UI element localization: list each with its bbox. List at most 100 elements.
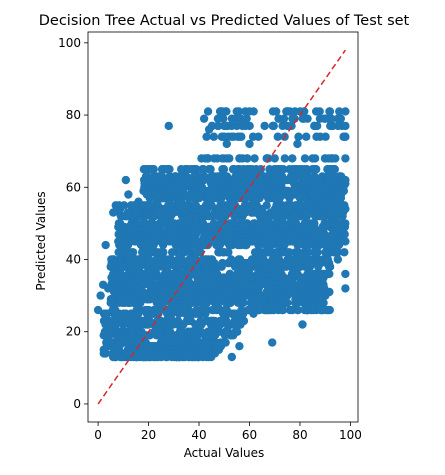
- data-point: [146, 341, 156, 351]
- data-point: [236, 114, 246, 123]
- data-point: [341, 269, 350, 279]
- data-point: [209, 154, 219, 163]
- data-point: [203, 201, 213, 210]
- data-point: [174, 175, 184, 185]
- data-point: [326, 219, 335, 228]
- data-points: [93, 107, 350, 362]
- data-point: [298, 114, 307, 123]
- data-point: [302, 255, 312, 264]
- data-point: [141, 352, 151, 362]
- data-point: [272, 201, 282, 210]
- data-point: [223, 248, 232, 257]
- data-point: [227, 132, 236, 141]
- data-point: [262, 201, 271, 210]
- data-point: [162, 291, 171, 300]
- data-point: [268, 338, 277, 347]
- data-point: [117, 327, 126, 336]
- data-point: [311, 107, 321, 116]
- data-point: [220, 172, 229, 181]
- data-point: [182, 316, 192, 326]
- data-point: [305, 201, 315, 210]
- data-point: [232, 121, 242, 131]
- data-point: [207, 316, 216, 326]
- data-point: [341, 237, 350, 246]
- data-point: [189, 172, 199, 181]
- data-point: [220, 121, 229, 131]
- data-point: [265, 237, 274, 246]
- data-point: [109, 255, 118, 264]
- data-point: [217, 291, 226, 300]
- x-tick-label: 40: [191, 428, 206, 442]
- data-point: [209, 132, 219, 141]
- data-point: [121, 273, 131, 282]
- data-point: [300, 154, 310, 163]
- data-point: [114, 309, 123, 318]
- data-point: [273, 219, 282, 228]
- data-point: [235, 341, 244, 351]
- data-point: [303, 248, 313, 257]
- data-point: [100, 327, 110, 336]
- data-point: [295, 107, 305, 116]
- data-point: [272, 165, 281, 174]
- data-point: [175, 255, 184, 264]
- data-point: [225, 154, 234, 163]
- data-point: [336, 222, 345, 232]
- data-point: [109, 269, 118, 279]
- data-point: [262, 248, 271, 257]
- data-point: [321, 248, 330, 257]
- data-point: [230, 175, 239, 185]
- data-point: [148, 165, 158, 174]
- data-point: [139, 338, 148, 347]
- data-point: [193, 338, 202, 347]
- data-point: [239, 165, 248, 174]
- data-point: [295, 165, 304, 174]
- data-point: [341, 284, 350, 293]
- data-point: [144, 269, 153, 279]
- data-point: [167, 316, 176, 326]
- data-point: [212, 345, 221, 354]
- data-point: [225, 237, 234, 246]
- data-point: [218, 316, 227, 326]
- data-point: [187, 291, 196, 300]
- data-point: [305, 237, 315, 246]
- data-point: [275, 175, 284, 185]
- data-point: [166, 255, 176, 264]
- data-point: [106, 298, 115, 308]
- data-point: [139, 219, 149, 228]
- data-point: [265, 172, 274, 181]
- data-point: [212, 269, 221, 279]
- data-point: [151, 352, 161, 362]
- data-point: [124, 255, 133, 264]
- data-point: [126, 237, 136, 246]
- data-point: [103, 284, 113, 293]
- data-point: [241, 121, 250, 131]
- data-point: [136, 327, 146, 336]
- data-point: [199, 237, 209, 246]
- data-point: [303, 298, 312, 308]
- data-point: [121, 175, 131, 185]
- data-point: [242, 291, 252, 300]
- data-point: [335, 107, 344, 116]
- data-point: [173, 316, 183, 326]
- y-tick-label: 20: [66, 325, 81, 339]
- data-point: [218, 154, 227, 163]
- data-point: [321, 240, 330, 250]
- data-point: [210, 338, 220, 347]
- data-point: [137, 255, 146, 264]
- data-point: [109, 208, 118, 217]
- x-tick-label: 60: [242, 428, 257, 442]
- data-point: [293, 305, 302, 315]
- data-point: [151, 305, 160, 315]
- data-point: [290, 211, 300, 221]
- data-point: [283, 121, 292, 131]
- data-point: [333, 255, 343, 264]
- data-point: [278, 276, 287, 286]
- data-point: [299, 172, 308, 181]
- data-point: [184, 179, 194, 188]
- data-point: [279, 165, 288, 174]
- data-point: [218, 258, 227, 268]
- data-point: [216, 107, 225, 116]
- data-point: [302, 132, 311, 141]
- data-point: [240, 175, 249, 185]
- data-point: [199, 114, 209, 123]
